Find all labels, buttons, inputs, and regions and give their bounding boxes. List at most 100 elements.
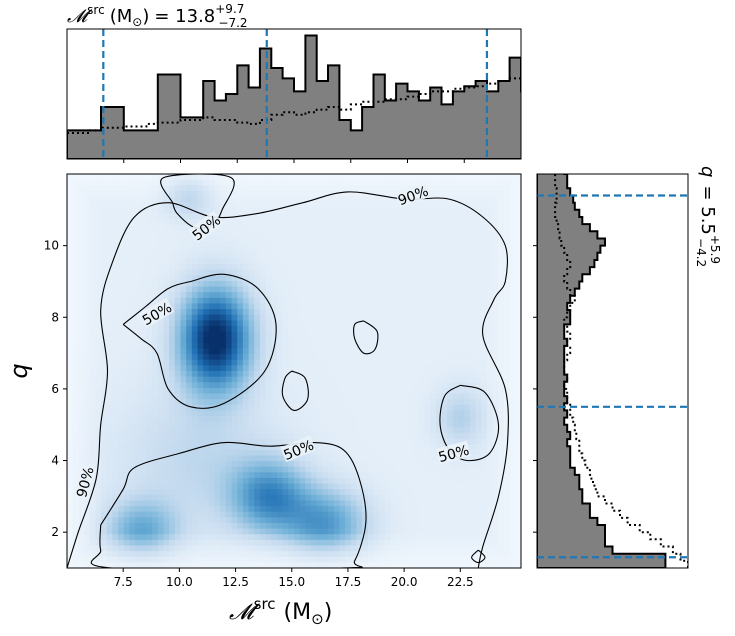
heatmap-cell	[231, 297, 238, 305]
heatmap-cell	[441, 472, 448, 479]
heatmap-cell	[407, 252, 414, 260]
heatmap-cell	[106, 219, 113, 226]
heatmap-cell	[401, 382, 409, 389]
heatmap-cell	[441, 314, 448, 321]
heatmap-cell	[379, 432, 386, 440]
heatmap-cell	[373, 185, 380, 192]
heatmap-cell	[350, 213, 358, 220]
heatmap-cell	[129, 551, 136, 558]
heatmap-cell	[237, 224, 244, 231]
heatmap-cell	[452, 421, 460, 428]
heatmap-cell	[112, 444, 119, 451]
heatmap-cell	[106, 444, 113, 451]
heatmap-cell	[276, 517, 284, 524]
heatmap-cell	[288, 190, 295, 198]
heatmap-cell	[265, 354, 272, 361]
heatmap-cell	[225, 303, 233, 310]
heatmap-cell	[464, 522, 471, 530]
heatmap-cell	[401, 371, 409, 378]
heatmap-cell	[123, 241, 131, 248]
heatmap-cell	[339, 511, 346, 518]
heatmap-cell	[350, 500, 358, 507]
heatmap-cell	[157, 472, 165, 479]
heatmap-cell	[89, 196, 96, 203]
heatmap-cell	[311, 297, 318, 305]
heatmap-cell	[305, 562, 312, 568]
heatmap-cell	[435, 461, 443, 468]
heatmap-cell	[95, 224, 102, 231]
heatmap-cell	[350, 556, 358, 563]
heatmap-cell	[271, 190, 278, 198]
heatmap-cell	[259, 190, 267, 198]
heatmap-cell	[362, 461, 369, 468]
heatmap-cell	[169, 258, 176, 265]
heatmap-cell	[129, 483, 136, 490]
heatmap-cell	[373, 489, 380, 496]
heatmap-cell	[350, 551, 358, 558]
heatmap-cell	[197, 387, 204, 395]
heatmap-cell	[311, 382, 318, 389]
heatmap-cell	[265, 331, 272, 338]
heatmap-cell	[299, 275, 306, 282]
heatmap-cell	[407, 213, 414, 220]
heatmap-cell	[112, 556, 119, 563]
heatmap-cell	[101, 371, 108, 378]
heatmap-cell	[78, 331, 85, 338]
heatmap-cell	[458, 235, 465, 243]
heatmap-cell	[413, 303, 420, 310]
heatmap-cell	[316, 224, 323, 231]
heatmap-cell	[186, 275, 193, 282]
heatmap-cell	[401, 432, 409, 440]
heatmap-cell	[129, 219, 136, 226]
heatmap-cell	[157, 410, 165, 417]
heatmap-cell	[140, 556, 148, 563]
heatmap-cell	[362, 179, 369, 186]
heatmap-cell	[214, 432, 221, 440]
heatmap-cell	[452, 494, 460, 502]
heatmap-cell	[311, 280, 318, 288]
heatmap-cell	[339, 444, 346, 451]
heatmap-cell	[225, 432, 233, 440]
heatmap-cell	[101, 461, 108, 468]
heatmap-cell	[305, 489, 312, 496]
heatmap-cell	[305, 416, 312, 423]
heatmap-cell	[276, 354, 284, 361]
heatmap-cell	[401, 320, 409, 327]
heatmap-cell	[276, 399, 284, 406]
heatmap-cell	[367, 264, 375, 271]
heatmap-cell	[322, 309, 329, 316]
heatmap-cell	[305, 258, 312, 265]
heatmap-cell	[430, 444, 437, 451]
heatmap-cell	[276, 219, 284, 226]
heatmap-cell	[237, 393, 244, 400]
heatmap-cell	[220, 247, 227, 254]
heatmap-cell	[118, 455, 125, 462]
heatmap-cell	[135, 438, 142, 445]
heatmap-cell	[129, 314, 136, 321]
heatmap-cell	[401, 264, 409, 271]
heatmap-cell	[362, 489, 369, 496]
heatmap-cell	[208, 337, 216, 344]
heatmap-cell	[384, 461, 392, 468]
heatmap-cell	[328, 235, 335, 243]
heatmap-cell	[294, 342, 301, 350]
heatmap-cell	[373, 556, 380, 563]
heatmap-cell	[441, 432, 448, 440]
heatmap-cell	[464, 174, 471, 181]
heatmap-cell	[299, 320, 306, 327]
heatmap-cell	[208, 562, 216, 568]
heatmap-cell	[390, 438, 397, 445]
heatmap-cell	[458, 421, 465, 428]
heatmap-cell	[157, 444, 165, 451]
heatmap-cell	[259, 185, 267, 192]
heatmap-cell	[299, 247, 306, 254]
heatmap-cell	[163, 455, 170, 462]
heatmap-cell	[384, 241, 392, 248]
heatmap-cell	[123, 461, 131, 468]
heatmap-cell	[345, 382, 352, 389]
heatmap-cell	[447, 174, 454, 181]
heatmap-cell	[345, 258, 352, 265]
heatmap-cell	[259, 348, 267, 355]
heatmap-cell	[203, 297, 210, 305]
